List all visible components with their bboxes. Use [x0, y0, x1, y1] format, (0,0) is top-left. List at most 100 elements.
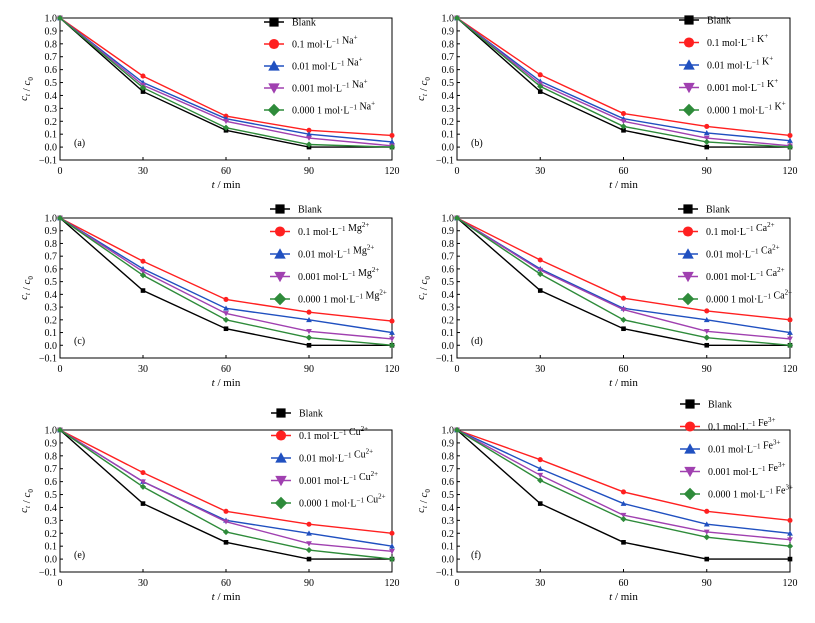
- data-point: [621, 128, 626, 133]
- legend-marker: [685, 399, 695, 409]
- y-tick-label: 1.0: [442, 14, 455, 25]
- y-tick-label: 0.9: [442, 26, 455, 37]
- y-tick-label: 1.0: [45, 214, 58, 225]
- y-tick-label: 0.6: [45, 264, 58, 275]
- data-point: [787, 556, 793, 562]
- data-point: [306, 328, 312, 335]
- data-point: [787, 329, 793, 335]
- x-axis-label: t / min: [212, 179, 241, 191]
- chart-panel-f: −0.1 0.0 0.1 0.2 0.3 0.4 0.5 0.6 0.7 0.8 0.91.0 0 30…: [415, 399, 798, 603]
- x-tick-label: 30: [138, 578, 148, 589]
- legend-label: 0.001 mol·L−1 Fe3+: [708, 461, 785, 478]
- legend-marker: [683, 82, 695, 94]
- data-point: [537, 472, 544, 479]
- data-point: [786, 543, 794, 550]
- x-tick-label: 0: [58, 364, 63, 375]
- data-point: [389, 329, 395, 335]
- data-point: [787, 132, 793, 139]
- y-axis-label: ct / c0: [415, 489, 432, 513]
- y-tick-label: 0.8: [442, 239, 455, 250]
- legend-label: 0.01 mol·L−1 Ca2+: [706, 244, 780, 261]
- legend-marker: [268, 83, 280, 94]
- x-tick-label: 90: [702, 364, 712, 375]
- legend-label: Blank: [298, 205, 322, 216]
- y-tick-label: 0.9: [45, 26, 58, 37]
- data-point: [306, 309, 312, 315]
- data-point: [703, 529, 710, 535]
- legend-marker: [682, 248, 694, 259]
- y-tick-label: −0.1: [436, 156, 454, 167]
- legend-label: 0.000 1 mol·L−1 Fe3+: [708, 484, 793, 501]
- legend-label: Blank: [707, 16, 731, 27]
- y-tick-label: −0.1: [39, 156, 57, 167]
- y-tick-label: −0.1: [39, 568, 57, 579]
- x-tick-label: 60: [619, 166, 629, 177]
- data-point: [306, 131, 312, 137]
- data-point: [139, 84, 147, 91]
- data-point: [139, 272, 147, 279]
- legend-label: 0.000 1 mol·L−1 Cu2+: [299, 493, 386, 510]
- data-point: [223, 326, 229, 332]
- legend-marker: [268, 38, 280, 50]
- legend-marker: [684, 443, 696, 454]
- data-point: [223, 508, 229, 514]
- legend-marker: [682, 103, 696, 117]
- x-tick-label: 120: [385, 166, 400, 177]
- data-point: [388, 555, 396, 563]
- y-tick-label: 1.0: [45, 426, 58, 437]
- legend-marker: [267, 103, 281, 117]
- data-point: [537, 257, 543, 263]
- x-tick-label: 120: [783, 578, 798, 589]
- y-tick-label: 1.0: [442, 214, 455, 225]
- legend-label: Blank: [706, 205, 730, 216]
- y-tick-label: 0.3: [442, 516, 455, 527]
- y-tick-label: 0.6: [45, 65, 58, 76]
- x-axis-label: t / min: [212, 591, 241, 603]
- data-point: [621, 326, 626, 332]
- chart-panel-b: −0.1 0.0 0.1 0.2 0.3 0.4 0.5 0.6 0.7 0.8 0.91.0 0 30…: [415, 14, 798, 192]
- y-tick-label: 0.6: [442, 65, 455, 76]
- x-axis-label: t / min: [609, 591, 638, 603]
- data-point: [537, 267, 544, 274]
- y-tick-label: 0.8: [442, 451, 455, 462]
- legend-label: 0.1 mol·L−1 Cu2+: [299, 425, 368, 442]
- x-tick-label: 90: [304, 578, 314, 589]
- x-tick-label: 90: [304, 166, 314, 177]
- legend-label: 0.000 1 mol·L−1 Ca2+: [706, 289, 792, 306]
- data-point: [704, 144, 710, 150]
- legend-marker: [274, 226, 286, 237]
- data-point: [787, 517, 793, 523]
- panel-label: (b): [471, 138, 483, 149]
- y-tick-label: 0.7: [45, 252, 58, 263]
- data-point: [388, 143, 396, 151]
- data-point: [703, 521, 710, 527]
- data-point: [620, 316, 627, 323]
- data-point: [389, 132, 395, 139]
- legend-label: 0.1 mol·L−1 Na+: [292, 34, 358, 51]
- data-point: [389, 139, 395, 145]
- data-point: [704, 123, 710, 129]
- data-point: [139, 483, 147, 490]
- x-tick-label: 0: [455, 364, 460, 375]
- data-point: [537, 270, 544, 278]
- legend: Blank 0.1 mol·L−1 Cu2+ 0.01 mol·L−1 Cu2+ 0.…: [271, 408, 386, 510]
- data-point: [389, 318, 395, 324]
- y-tick-label: 0.3: [45, 104, 58, 115]
- y-tick-label: 0.2: [442, 315, 455, 326]
- y-tick-label: 0.0: [45, 555, 58, 566]
- legend-marker: [268, 60, 280, 71]
- legend-label: 0.1 mol·L−1 Fe3+: [708, 416, 775, 433]
- data-point: [620, 500, 627, 506]
- data-point: [223, 118, 229, 125]
- chart-panel-e: −0.1 0.0 0.1 0.2 0.3 0.4 0.5 0.6 0.7 0.8 0.91.0 0 30…: [18, 408, 400, 603]
- y-tick-label: 0.5: [442, 277, 455, 288]
- y-tick-label: 0.4: [442, 503, 455, 514]
- data-point: [537, 72, 543, 78]
- y-tick-label: 0.4: [442, 91, 455, 102]
- legend-label: 0.001 mol·L−1 K+: [707, 77, 778, 94]
- x-tick-label: 90: [304, 364, 314, 375]
- y-tick-label: 0.1: [45, 328, 58, 339]
- x-tick-label: 0: [58, 578, 63, 589]
- y-tick-label: 0.2: [442, 529, 455, 540]
